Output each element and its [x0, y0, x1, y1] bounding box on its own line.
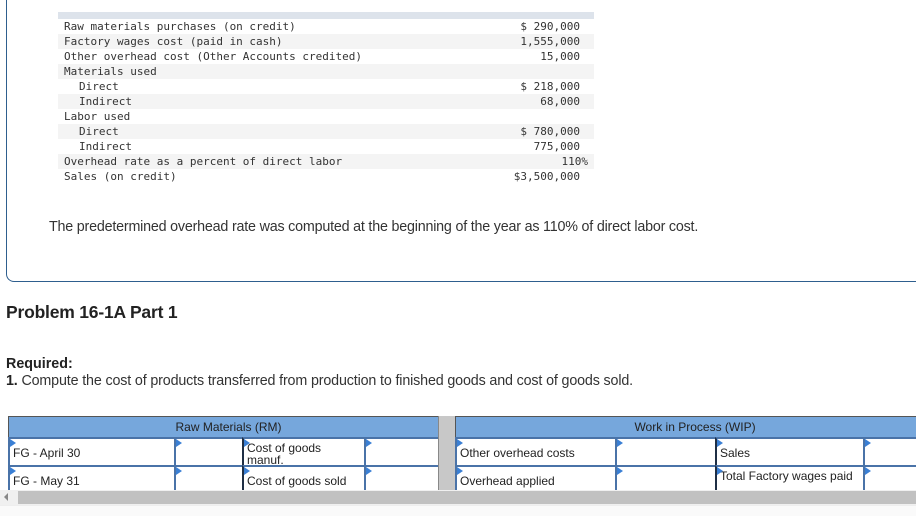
- t-account-grid: Raw Materials (RM) FG - April 30 Cost of…: [8, 416, 916, 494]
- wip-debit-value-2[interactable]: [615, 465, 717, 494]
- problem-card: [6, 0, 916, 282]
- data-row: Labor used: [64, 110, 131, 123]
- dropdown-flag-icon: [10, 439, 16, 447]
- overhead-rate-note: The predetermined overhead rate was comp…: [49, 219, 699, 235]
- t-account-header-work-in-process: Work in Process (WIP): [455, 416, 916, 438]
- rm-debit-value-2[interactable]: [174, 465, 244, 494]
- data-row: Overhead rate as a percent of direct lab…: [58, 154, 594, 169]
- problem-data-table: Raw materials purchases (on credit) $ 290…: [58, 12, 594, 184]
- wip-credit-value-1[interactable]: [863, 437, 916, 467]
- data-row: Sales (on credit) $3,500,000: [64, 170, 580, 183]
- dropdown-flag-icon: [717, 439, 723, 447]
- wip-credit-label-1[interactable]: Sales: [715, 437, 865, 467]
- wip-credit-label-2[interactable]: Total Factory wages paid: [715, 465, 865, 494]
- rm-debit-value-1[interactable]: [174, 437, 244, 467]
- rm-debit-label-1[interactable]: FG - April 30: [8, 437, 176, 467]
- data-row: Indirect 68,000: [58, 94, 594, 109]
- wip-debit-label-2[interactable]: Overhead applied: [455, 465, 617, 494]
- wip-credit-value-2[interactable]: [863, 465, 916, 494]
- data-row: Direct $ 780,000: [58, 124, 594, 139]
- dropdown-flag-icon: [457, 467, 463, 475]
- data-row: Indirect 775,000: [79, 140, 580, 153]
- page-title: Problem 16-1A Part 1: [6, 302, 178, 322]
- account-separator: [438, 416, 456, 494]
- input-flag-icon: [865, 439, 871, 447]
- dropdown-flag-icon: [717, 467, 723, 475]
- dropdown-flag-icon: [457, 439, 463, 447]
- dropdown-flag-icon: [244, 467, 250, 475]
- data-row: Factory wages cost (paid in cash) 1,555,0…: [58, 34, 594, 49]
- input-flag-icon: [617, 439, 623, 447]
- dropdown-flag-icon: [10, 467, 16, 475]
- input-flag-icon: [865, 467, 871, 475]
- data-row: Materials used: [58, 64, 594, 79]
- bottom-edge: [0, 505, 916, 516]
- input-flag-icon: [366, 439, 372, 447]
- wip-debit-value-1[interactable]: [615, 437, 717, 467]
- input-flag-icon: [617, 467, 623, 475]
- scrollbar-thumb[interactable]: [18, 491, 916, 504]
- input-flag-icon: [176, 467, 182, 475]
- input-flag-icon: [366, 467, 372, 475]
- wip-debit-label-1[interactable]: Other overhead costs: [455, 437, 617, 467]
- data-row: Raw materials purchases (on credit) $ 290…: [64, 20, 580, 33]
- data-row: Other overhead cost (Other Accounts cred…: [64, 50, 580, 63]
- data-row: Direct $ 218,000: [79, 80, 580, 93]
- rm-credit-label-1[interactable]: Cost of goods manuf.: [242, 437, 366, 467]
- rm-debit-label-2[interactable]: FG - May 31: [8, 465, 176, 494]
- input-flag-icon: [176, 439, 182, 447]
- t-account-header-raw-materials: Raw Materials (RM): [8, 416, 449, 438]
- scroll-left-arrow-icon[interactable]: [4, 493, 8, 501]
- required-label: Required:: [6, 356, 73, 372]
- required-instruction: 1. Compute the cost of products transfer…: [6, 373, 633, 389]
- dropdown-flag-icon: [244, 439, 250, 447]
- horizontal-scrollbar[interactable]: [0, 490, 916, 505]
